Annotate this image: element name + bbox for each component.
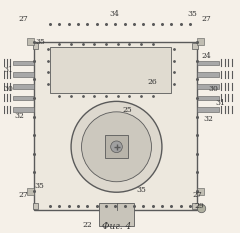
Text: 27: 27 bbox=[201, 15, 211, 23]
Bar bbox=[13, 84, 34, 89]
Text: 32: 32 bbox=[204, 115, 213, 123]
Bar bbox=[13, 96, 34, 100]
Text: 29: 29 bbox=[194, 202, 204, 210]
Text: 35: 35 bbox=[136, 186, 146, 194]
Circle shape bbox=[82, 112, 151, 182]
Bar bbox=[197, 188, 204, 195]
Bar bbox=[33, 43, 38, 49]
Bar bbox=[27, 38, 34, 45]
Text: 34: 34 bbox=[109, 10, 119, 18]
Bar bbox=[99, 203, 134, 226]
Bar bbox=[197, 72, 219, 77]
Bar bbox=[192, 203, 198, 209]
Bar bbox=[50, 47, 171, 93]
Text: 35: 35 bbox=[187, 10, 197, 18]
Text: 30: 30 bbox=[208, 85, 218, 93]
Text: 27: 27 bbox=[18, 191, 28, 199]
Text: 27: 27 bbox=[18, 15, 28, 23]
Text: 35: 35 bbox=[36, 38, 46, 46]
Bar bbox=[197, 61, 219, 65]
Circle shape bbox=[71, 101, 162, 192]
Text: 35: 35 bbox=[35, 182, 45, 190]
Bar bbox=[34, 42, 197, 210]
Bar bbox=[13, 107, 34, 112]
Text: 31: 31 bbox=[215, 99, 225, 106]
Text: 22: 22 bbox=[83, 221, 92, 229]
Bar bbox=[197, 38, 204, 45]
Bar bbox=[105, 135, 128, 158]
Text: 30: 30 bbox=[4, 85, 14, 93]
Text: 31: 31 bbox=[4, 66, 14, 74]
Text: 32: 32 bbox=[14, 113, 24, 120]
Bar bbox=[197, 107, 219, 112]
Bar bbox=[33, 203, 38, 209]
Text: 25: 25 bbox=[122, 106, 132, 113]
Bar bbox=[197, 84, 219, 89]
Text: 24: 24 bbox=[201, 52, 211, 60]
Text: 26: 26 bbox=[148, 78, 157, 86]
Bar bbox=[197, 96, 219, 100]
Bar bbox=[192, 43, 198, 49]
Bar bbox=[13, 61, 34, 65]
Bar bbox=[13, 72, 34, 77]
Circle shape bbox=[197, 204, 206, 213]
Circle shape bbox=[111, 141, 122, 153]
Bar bbox=[27, 188, 34, 195]
Text: Фиг. 4: Фиг. 4 bbox=[102, 222, 131, 231]
Text: 27: 27 bbox=[192, 191, 202, 199]
